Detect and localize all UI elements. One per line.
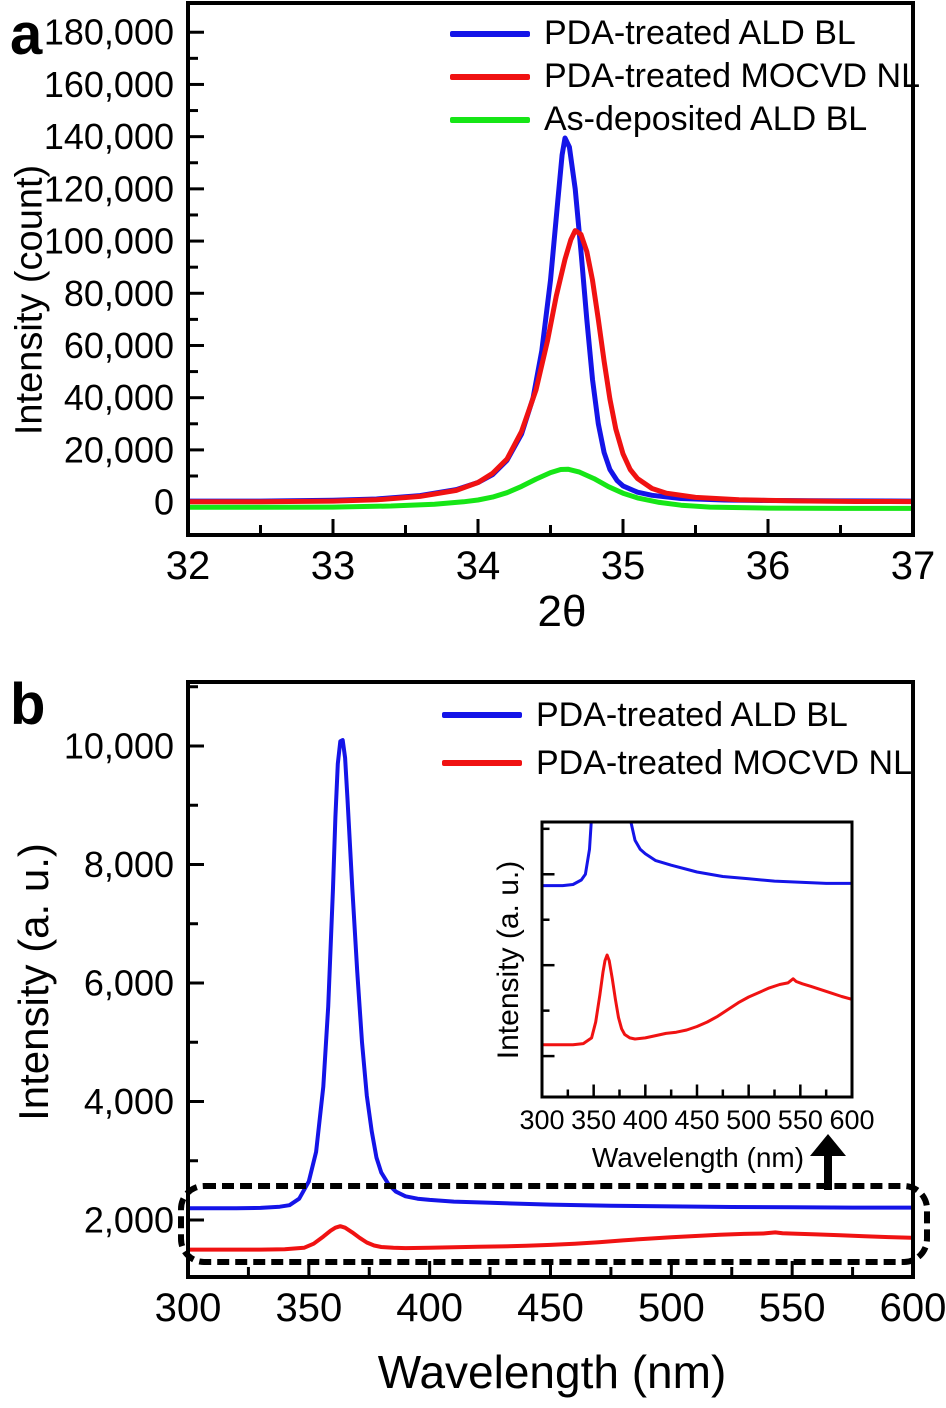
panel-b-x-axis-title: Wavelength (nm) [377, 1346, 727, 1398]
x-tick-label: 350 [275, 1286, 342, 1330]
x-tick-label: 300 [155, 1286, 222, 1330]
series-line [190, 1224, 911, 1252]
panel-b-legend: PDA-treated ALD BL PDA-treated MOCVD NL [442, 691, 912, 787]
x-tick-label: 350 [571, 1105, 616, 1135]
x-tick-label: 450 [674, 1105, 719, 1135]
series-line [543, 953, 851, 1047]
legend-item: PDA-treated ALD BL [450, 12, 920, 55]
zoom-region-box [178, 1183, 930, 1265]
x-tick-label: 400 [396, 1286, 463, 1330]
plot-frame [186, 680, 915, 1279]
panel-a-x-axis-title: 2θ [537, 587, 587, 636]
legend-item: As-deposited ALD BL [450, 98, 920, 141]
y-tick-label: 10,000 [64, 725, 174, 766]
zoom-arrow-icon [810, 1134, 846, 1190]
plot-frame [540, 820, 854, 1099]
x-tick-label: 600 [829, 1105, 874, 1135]
series-line [190, 738, 911, 1211]
y-tick-label: 4,000 [84, 1081, 174, 1122]
legend-line-swatch-blue [442, 712, 522, 718]
x-tick-label: 500 [726, 1105, 771, 1135]
y-tick-label: 100,000 [44, 221, 174, 262]
legend-item: PDA-treated MOCVD NL [450, 55, 920, 98]
legend-label: PDA-treated MOCVD NL [544, 57, 920, 95]
legend-line-swatch-red [450, 73, 530, 80]
y-tick-label: 20,000 [64, 429, 174, 470]
legend-label: PDA-treated ALD BL [536, 695, 848, 734]
x-tick-label: 35 [601, 544, 646, 588]
y-tick-label: 120,000 [44, 168, 174, 209]
x-tick-label: 32 [166, 544, 211, 588]
x-tick-label: 34 [456, 544, 501, 588]
y-tick-label: 40,000 [64, 377, 174, 418]
y-tick-label: 6,000 [84, 962, 174, 1003]
series-line [190, 228, 911, 505]
x-tick-label: 600 [880, 1286, 946, 1330]
x-tick-label: 400 [623, 1105, 668, 1135]
series-line [543, 823, 851, 888]
plot-frame [186, 1, 915, 537]
panel-b-y-axis-title: Intensity (a. u.) [10, 843, 57, 1121]
panel-a-legend: PDA-treated ALD BL PDA-treated MOCVD NL … [450, 12, 920, 141]
legend-label: As-deposited ALD BL [544, 100, 868, 138]
x-tick-label: 450 [517, 1286, 584, 1330]
y-tick-label: 140,000 [44, 116, 174, 157]
legend-line-swatch-blue [450, 30, 530, 37]
x-tick-label: 550 [759, 1286, 826, 1330]
panel-b-label: b [10, 672, 46, 737]
legend-label: PDA-treated ALD BL [544, 14, 856, 52]
legend-label: PDA-treated MOCVD NL [536, 743, 912, 782]
y-tick-label: 160,000 [44, 64, 174, 105]
legend-item: PDA-treated ALD BL [442, 691, 912, 739]
x-tick-label: 550 [778, 1105, 823, 1135]
legend-line-swatch-green [450, 116, 530, 123]
y-tick-label: 80,000 [64, 273, 174, 314]
y-tick-label: 2,000 [84, 1200, 174, 1241]
inset-y-axis-title: Intensity (a. u.) [492, 860, 525, 1060]
y-tick-label: 0 [154, 482, 174, 523]
legend-item: PDA-treated MOCVD NL [442, 739, 912, 787]
x-tick-label: 33 [311, 544, 356, 588]
x-tick-label: 36 [746, 544, 791, 588]
series-line [190, 466, 911, 511]
legend-line-swatch-red [442, 760, 522, 766]
x-tick-label: 37 [891, 544, 936, 588]
inset-x-axis-title: Wavelength (nm) [591, 1142, 805, 1173]
panel-a-y-axis-title: Intensity (count) [8, 164, 51, 436]
y-tick-label: 60,000 [64, 325, 174, 366]
panel-a-label: a [10, 2, 43, 67]
y-tick-label: 180,000 [44, 12, 174, 53]
x-tick-label: 500 [638, 1286, 705, 1330]
x-tick-label: 300 [519, 1105, 564, 1135]
y-tick-label: 8,000 [84, 844, 174, 885]
